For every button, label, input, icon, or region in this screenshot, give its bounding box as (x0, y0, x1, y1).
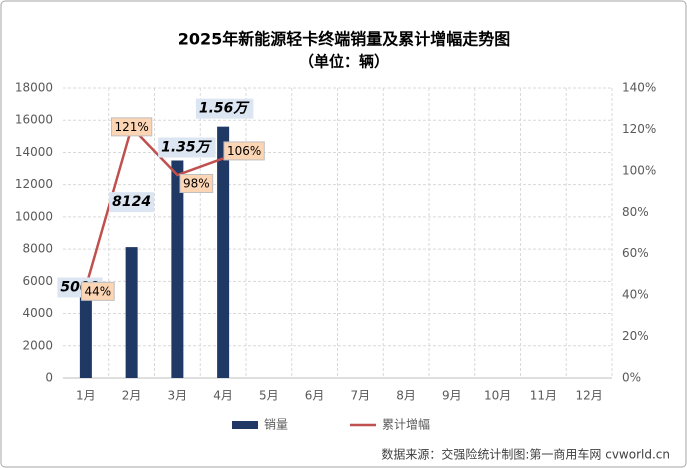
x-tick-label: 6月 (305, 389, 325, 403)
data-label: 98% (183, 177, 210, 191)
y2-tick-label: 140% (622, 81, 656, 95)
data-label-bg (109, 192, 155, 213)
data-label-group: 98% (179, 174, 214, 193)
x-tick-label: 2月 (122, 389, 142, 403)
data-label-bg (223, 141, 265, 161)
y-tick-label: 16000 (15, 113, 53, 127)
data-label-group: 44% (81, 281, 115, 301)
y2-tick-label: 60% (622, 246, 649, 260)
x-tick-label: 11月 (530, 389, 557, 403)
data-label-bg (110, 117, 153, 137)
chart-subtitle: （单位：辆） (299, 53, 389, 71)
bar (171, 160, 184, 378)
y-tick-label: 18000 (15, 81, 53, 95)
y-tick-label: 0 (45, 371, 53, 385)
bar (125, 247, 138, 378)
line (84, 124, 224, 288)
data-label-group: 121% (110, 117, 153, 137)
y-tick-label: 14000 (15, 145, 53, 159)
y2-tick-label: 0% (622, 371, 641, 385)
source: 数据来源：交强险统计制图:第一商用车网 cvworld.cn (381, 447, 670, 462)
data-label: 106% (227, 144, 261, 158)
legend-swatch (232, 421, 258, 429)
y-tick-label: 8000 (22, 242, 53, 256)
x-tick-label: 12月 (575, 389, 602, 403)
y-tick-label: 12000 (15, 177, 53, 191)
y2-tick-label: 80% (622, 205, 649, 219)
y-tick-label: 10000 (15, 209, 53, 223)
data-label-bg (158, 137, 216, 158)
y2-tick-label: 100% (622, 163, 656, 177)
bar (79, 297, 92, 378)
y-tick-label: 2000 (22, 338, 53, 352)
x-tick-label: 8月 (396, 389, 416, 403)
x-tick-label: 7月 (351, 389, 371, 403)
data-label: 1.56万 (199, 101, 251, 117)
y-tick-label: 4000 (22, 306, 53, 320)
x-tick-label: 10月 (484, 389, 511, 403)
bar (217, 126, 230, 379)
chart-title: 2025年新能源轻卡终端销量及累计增幅走势图 (178, 30, 511, 49)
data-label-group: 8124 (109, 192, 155, 213)
y-tick-label: 6000 (22, 274, 53, 288)
y2-tick-label: 20% (622, 329, 649, 343)
y2-tick-label: 120% (622, 122, 656, 136)
x-tick-label: 1月 (76, 389, 96, 403)
data-label: 121% (114, 120, 148, 134)
y2-tick-label: 40% (622, 288, 649, 302)
legend-label: 销量 (264, 418, 288, 432)
data-label: 1.35万 (161, 140, 213, 156)
x-tick-label: 9月 (442, 389, 462, 403)
data-label-group: 1.35万 (158, 137, 216, 158)
data-label-bg (195, 98, 254, 119)
data-label-bg (179, 174, 214, 193)
data-label-group: 106% (223, 141, 265, 161)
x-tick-label: 5月 (259, 389, 279, 403)
legend-label: 累计增幅 (382, 417, 430, 432)
data-label: 44% (85, 284, 112, 298)
x-tick-label: 4月 (213, 389, 233, 403)
data-label-group: 1.56万 (195, 98, 254, 119)
data-label: 8124 (112, 194, 151, 210)
x-tick-label: 3月 (168, 389, 188, 403)
data-label-bg (81, 281, 115, 301)
